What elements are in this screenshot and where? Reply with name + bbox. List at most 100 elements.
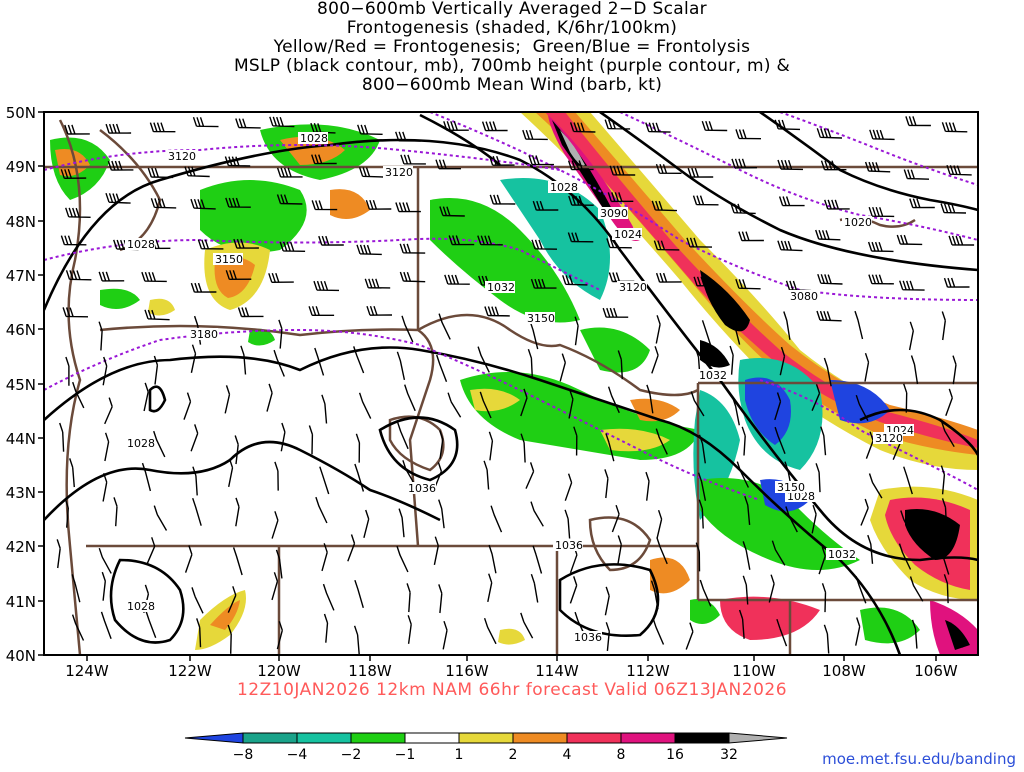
wind-barb	[520, 433, 526, 463]
wind-barb	[274, 461, 279, 491]
height-contour	[619, 112, 978, 241]
wind-barb	[353, 346, 365, 374]
colorbar-label: 2	[509, 747, 518, 763]
lat-label: 40N	[6, 647, 36, 665]
shade-patch	[745, 377, 791, 445]
wind-barb	[153, 505, 168, 531]
wind-barb	[896, 234, 923, 246]
wind-barb	[903, 383, 908, 413]
wind-barb	[731, 396, 740, 426]
wind-barb	[569, 576, 578, 604]
wind-barb	[433, 536, 439, 566]
wind-barb	[438, 313, 451, 340]
wind-barb	[698, 434, 706, 464]
wind-barb	[941, 498, 948, 528]
mslp-label: 1036	[574, 631, 602, 644]
lon-label: 118W	[348, 662, 392, 680]
wind-barb	[358, 392, 372, 419]
wind-barb	[559, 353, 566, 382]
colorbar-swatch	[404, 732, 460, 744]
wind-barb	[823, 357, 832, 387]
wind-barb	[646, 384, 654, 414]
title-line-1: 800−600mb Vertically Averaged 2−D Scalar	[317, 0, 707, 19]
wind-barb	[443, 121, 469, 131]
wind-barb	[941, 311, 946, 341]
wind-barb	[943, 277, 970, 288]
lon-label: 124W	[65, 662, 109, 680]
wind-barb	[530, 501, 544, 527]
wind-barb	[656, 537, 668, 565]
shade-band-red	[545, 112, 978, 448]
wind-barb	[311, 154, 337, 165]
wind-barb	[438, 499, 445, 529]
wind-barb	[898, 543, 912, 570]
shade-patch	[650, 557, 690, 594]
wind-barb	[225, 197, 251, 208]
mslp-contour	[148, 385, 167, 413]
height-contour	[429, 112, 978, 301]
shade-patch	[330, 189, 370, 219]
wind-barb	[396, 351, 406, 381]
shade-band-gray	[560, 130, 585, 166]
wind-barb	[477, 235, 503, 246]
shade-patch	[630, 398, 680, 422]
shade-patch	[498, 628, 525, 645]
colorbar-label: 1	[455, 747, 464, 763]
wind-barb	[655, 315, 661, 344]
wind-barb	[687, 167, 714, 178]
wind-barb	[730, 203, 756, 215]
lon-label: 112W	[626, 662, 670, 680]
wind-barb	[564, 473, 573, 501]
wind-barb	[192, 497, 202, 526]
wind-barb	[197, 239, 224, 250]
wind-barb	[398, 508, 405, 538]
wind-barb	[656, 509, 663, 539]
lat-labels: 50N 49N 48N 47N 46N 45N 44N 43N 42N 41N …	[6, 104, 36, 665]
wind-barb	[364, 278, 391, 289]
wind-barb	[606, 238, 632, 249]
mslp-label: 1028	[127, 238, 155, 251]
wind-barb	[774, 392, 782, 421]
mslp-contour	[558, 563, 660, 637]
wind-barb	[736, 461, 750, 488]
wind-barb	[864, 161, 891, 173]
coastline	[58, 119, 82, 655]
wind-barb	[816, 128, 843, 139]
wind-barb	[143, 382, 149, 412]
shade-band-black	[700, 340, 730, 368]
lat-label: 48N	[6, 213, 36, 231]
wind-barb	[439, 430, 444, 459]
wind-barb	[487, 573, 493, 603]
shade-patch	[200, 180, 307, 253]
wind-barb	[520, 612, 534, 639]
wind-barb	[101, 571, 106, 601]
wind-barb	[655, 272, 682, 283]
wind-barb	[602, 307, 629, 318]
wind-barb	[774, 426, 786, 455]
wind-barb	[574, 316, 579, 346]
wind-barb	[867, 241, 894, 253]
wind-barb	[233, 238, 259, 249]
wind-barb	[692, 195, 719, 206]
wind-barb	[697, 472, 707, 501]
shade-patch	[470, 388, 520, 412]
wind-barb	[742, 575, 749, 605]
mslp-label: 1028	[550, 181, 578, 194]
wind-barb	[447, 392, 462, 418]
wind-barb	[741, 426, 746, 456]
wind-barb	[695, 542, 701, 572]
wind-barb	[321, 543, 328, 572]
wind-barb	[224, 156, 251, 167]
credit-link[interactable]: moe.met.fsu.edu/banding	[822, 750, 1016, 768]
wind-barb	[406, 583, 411, 613]
wind-barb	[276, 167, 303, 178]
wind-barb	[72, 381, 85, 409]
wind-barb	[617, 350, 623, 380]
shade-patch	[720, 596, 820, 640]
wind-barb	[439, 206, 465, 217]
wind-barb	[318, 235, 344, 246]
shade-patch	[945, 620, 970, 650]
wind-barb	[952, 355, 957, 385]
great-salt-lake	[588, 516, 652, 572]
